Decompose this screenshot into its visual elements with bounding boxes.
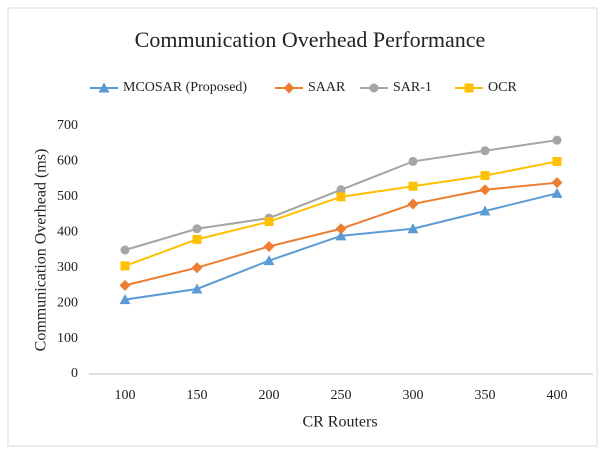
x-tick-label: 350 — [475, 388, 496, 403]
chart-border — [7, 7, 598, 447]
legend-label: OCR — [488, 80, 517, 95]
y-tick-label: 300 — [57, 260, 78, 275]
marker — [480, 146, 490, 156]
marker — [407, 223, 419, 234]
marker — [464, 83, 474, 93]
marker — [552, 156, 562, 166]
marker — [479, 205, 491, 216]
marker — [192, 234, 202, 244]
chart-title: Communication Overhead Performance — [135, 27, 486, 52]
marker — [191, 262, 203, 274]
y-tick-label: 100 — [57, 331, 78, 346]
marker — [191, 283, 203, 294]
marker — [119, 279, 131, 291]
marker — [264, 217, 274, 227]
y-tick-label: 700 — [57, 118, 78, 133]
y-tick-label: 400 — [57, 225, 78, 240]
marker — [120, 245, 130, 255]
marker — [335, 230, 347, 241]
marker — [407, 198, 419, 210]
x-tick-label: 150 — [187, 388, 208, 403]
x-tick-label: 400 — [547, 388, 568, 403]
y-tick-label: 600 — [57, 154, 78, 169]
marker — [479, 184, 491, 196]
marker — [480, 171, 490, 181]
y-tick-label: 0 — [71, 366, 78, 381]
y-axis-title: Communication Overhead (ms) — [33, 149, 50, 352]
legend-label: SAR-1 — [393, 80, 432, 95]
y-tick-label: 500 — [57, 189, 78, 204]
marker — [369, 83, 379, 93]
marker — [551, 177, 563, 189]
marker — [283, 82, 295, 94]
x-tick-label: 200 — [259, 388, 280, 403]
marker — [408, 156, 418, 166]
x-tick-label: 300 — [403, 388, 424, 403]
marker — [119, 294, 131, 305]
marker — [335, 223, 347, 235]
x-tick-label: 250 — [331, 388, 352, 403]
y-tick-label: 200 — [57, 295, 78, 310]
marker — [551, 187, 563, 198]
x-tick-label: 100 — [115, 388, 136, 403]
marker — [552, 135, 562, 145]
marker — [98, 82, 110, 93]
marker — [263, 255, 275, 266]
marker — [336, 192, 346, 202]
marker — [192, 224, 202, 234]
marker — [336, 185, 346, 195]
legend-label: MCOSAR (Proposed) — [123, 80, 247, 95]
legend-label: SAAR — [308, 80, 346, 95]
x-axis-title: CR Routers — [302, 414, 377, 431]
marker — [263, 240, 275, 252]
marker — [120, 261, 130, 271]
marker — [408, 181, 418, 191]
